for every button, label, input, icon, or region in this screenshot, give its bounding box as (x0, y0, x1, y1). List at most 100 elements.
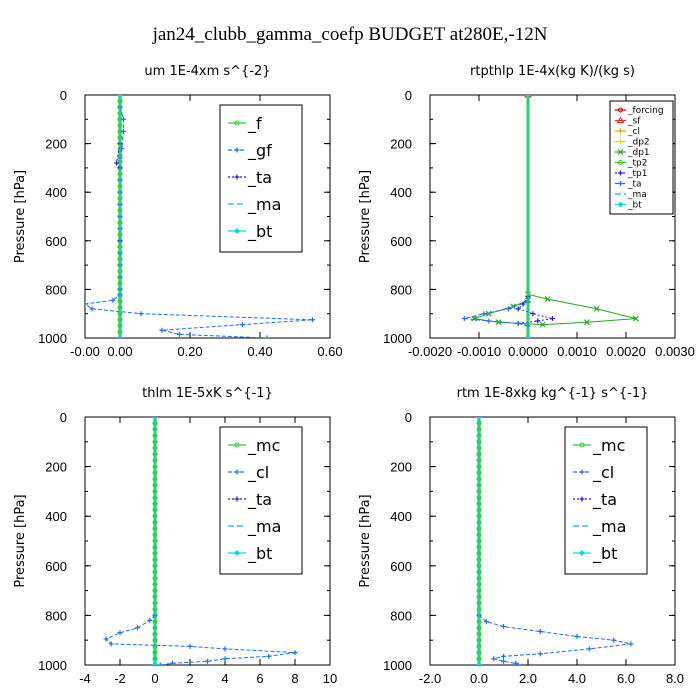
data-point (515, 306, 521, 312)
data-point (266, 653, 272, 659)
panel-1: um 1E-4xm s^{-2} Pressure [hPa] 0 200 400 600… (13, 64, 343, 359)
x-tick-label: -0.00 (70, 344, 100, 359)
x-tick-label: 10 (323, 671, 337, 686)
data-point (157, 662, 163, 665)
panel-title: thlm 1E-5xK s^{-1} (142, 386, 273, 401)
legend-box (219, 426, 303, 575)
legend-label: _tp2 (627, 159, 647, 169)
series-bt (525, 95, 531, 338)
legend-label: _bt (627, 201, 642, 211)
data-point (476, 662, 482, 665)
data-point (583, 319, 590, 326)
data-point (544, 296, 551, 303)
data-point (170, 660, 175, 665)
x-tick-label: 8.0 (666, 671, 684, 686)
y-axis-label: Pressure [hPa] (358, 494, 373, 587)
data-point (117, 335, 123, 338)
legend-label: _f (247, 114, 262, 134)
panel-2: rtpthlp 1E-4x(kg K)/(kg s) Pressure [hPa]… (358, 64, 695, 359)
data-point (152, 662, 158, 665)
data-point (117, 630, 123, 636)
panel-title: rtpthlp 1E-4x(kg K)/(kg s) (470, 64, 635, 79)
legend-box (564, 426, 648, 575)
data-point (628, 641, 634, 647)
y-tick-label: 200 (45, 460, 67, 475)
data-point (159, 327, 165, 333)
data-point (152, 417, 158, 420)
legend-label: _mc (247, 436, 280, 456)
legend: _mc _cl _ta _ma _bt (564, 426, 648, 575)
data-point (114, 160, 119, 166)
data-point (611, 637, 617, 643)
data-point (586, 646, 592, 652)
legend-label: _dp1 (627, 148, 650, 158)
data-point (501, 658, 506, 664)
data-point (550, 316, 555, 322)
data-point (240, 322, 245, 328)
legend-label: _dp2 (627, 138, 650, 148)
data-point (495, 319, 502, 326)
data-point (525, 335, 531, 338)
data-point (234, 147, 240, 153)
y-axis-label: Pressure [hPa] (13, 170, 28, 263)
y-tick-label: 200 (390, 460, 412, 475)
y-tick-label: 200 (45, 137, 67, 152)
data-point (234, 442, 240, 448)
y-tick-label: 800 (390, 608, 412, 623)
data-point (108, 641, 114, 647)
data-point (617, 149, 624, 155)
legend-label: _ta (592, 490, 617, 510)
data-point (616, 116, 625, 123)
data-point (234, 228, 240, 234)
x-tick-label: 6.0 (617, 671, 635, 686)
data-point (117, 95, 123, 98)
data-point (234, 496, 240, 502)
legend-label: _mc (592, 436, 625, 456)
panel-title: rtm 1E-8xkg kg^{-1} s^{-1} (457, 386, 649, 401)
y-tick-label: 400 (45, 185, 67, 200)
data-point (574, 633, 580, 639)
data-point (579, 550, 585, 556)
x-tick-label: 4.0 (568, 671, 586, 686)
data-point (187, 643, 193, 649)
data-point (205, 658, 210, 664)
data-point (234, 174, 240, 180)
data-point (537, 629, 543, 635)
x-tick-label: 4 (221, 671, 228, 686)
data-point (483, 619, 489, 625)
data-point (579, 496, 585, 502)
data-point (618, 128, 623, 134)
y-tick-label: 1000 (38, 658, 67, 673)
y-tick-label: 1000 (383, 331, 412, 346)
legend-label: _ta (627, 180, 642, 190)
y-tick-label: 0 (60, 410, 67, 425)
data-point (222, 646, 228, 652)
data-point (579, 442, 585, 448)
panel-3: thlm 1E-5xK s^{-1} Pressure [hPa] 0 200 400 6… (13, 386, 337, 686)
x-tick-label: 0.40 (247, 344, 272, 359)
legend: _forcing_sf_cl_dp2_dp1_tp2_tp1_ta_ma_bt (609, 100, 674, 215)
data-point (110, 297, 116, 303)
series-cl (476, 417, 634, 665)
legend-label: _ma (247, 517, 281, 537)
legend-label: _gf (247, 141, 272, 161)
data-point (505, 306, 511, 312)
data-point (617, 201, 624, 208)
data-point (618, 139, 623, 144)
y-tick-label: 200 (390, 137, 412, 152)
data-point (222, 656, 228, 662)
series-line (517, 296, 553, 327)
legend-label: _cl (592, 463, 614, 483)
x-tick-label: 0 (151, 671, 158, 686)
legend-label: _bt (247, 544, 272, 564)
data-point (486, 318, 492, 324)
data-point (501, 624, 506, 630)
y-tick-label: 1000 (383, 658, 412, 673)
data-point (632, 315, 639, 322)
panel-title: um 1E-4xm s^{-2} (144, 64, 270, 79)
x-tick-label: 0.60 (317, 344, 342, 359)
y-tick-label: 0 (405, 88, 412, 103)
y-tick-label: 800 (45, 608, 67, 623)
x-tick-label: 2.0 (519, 671, 537, 686)
